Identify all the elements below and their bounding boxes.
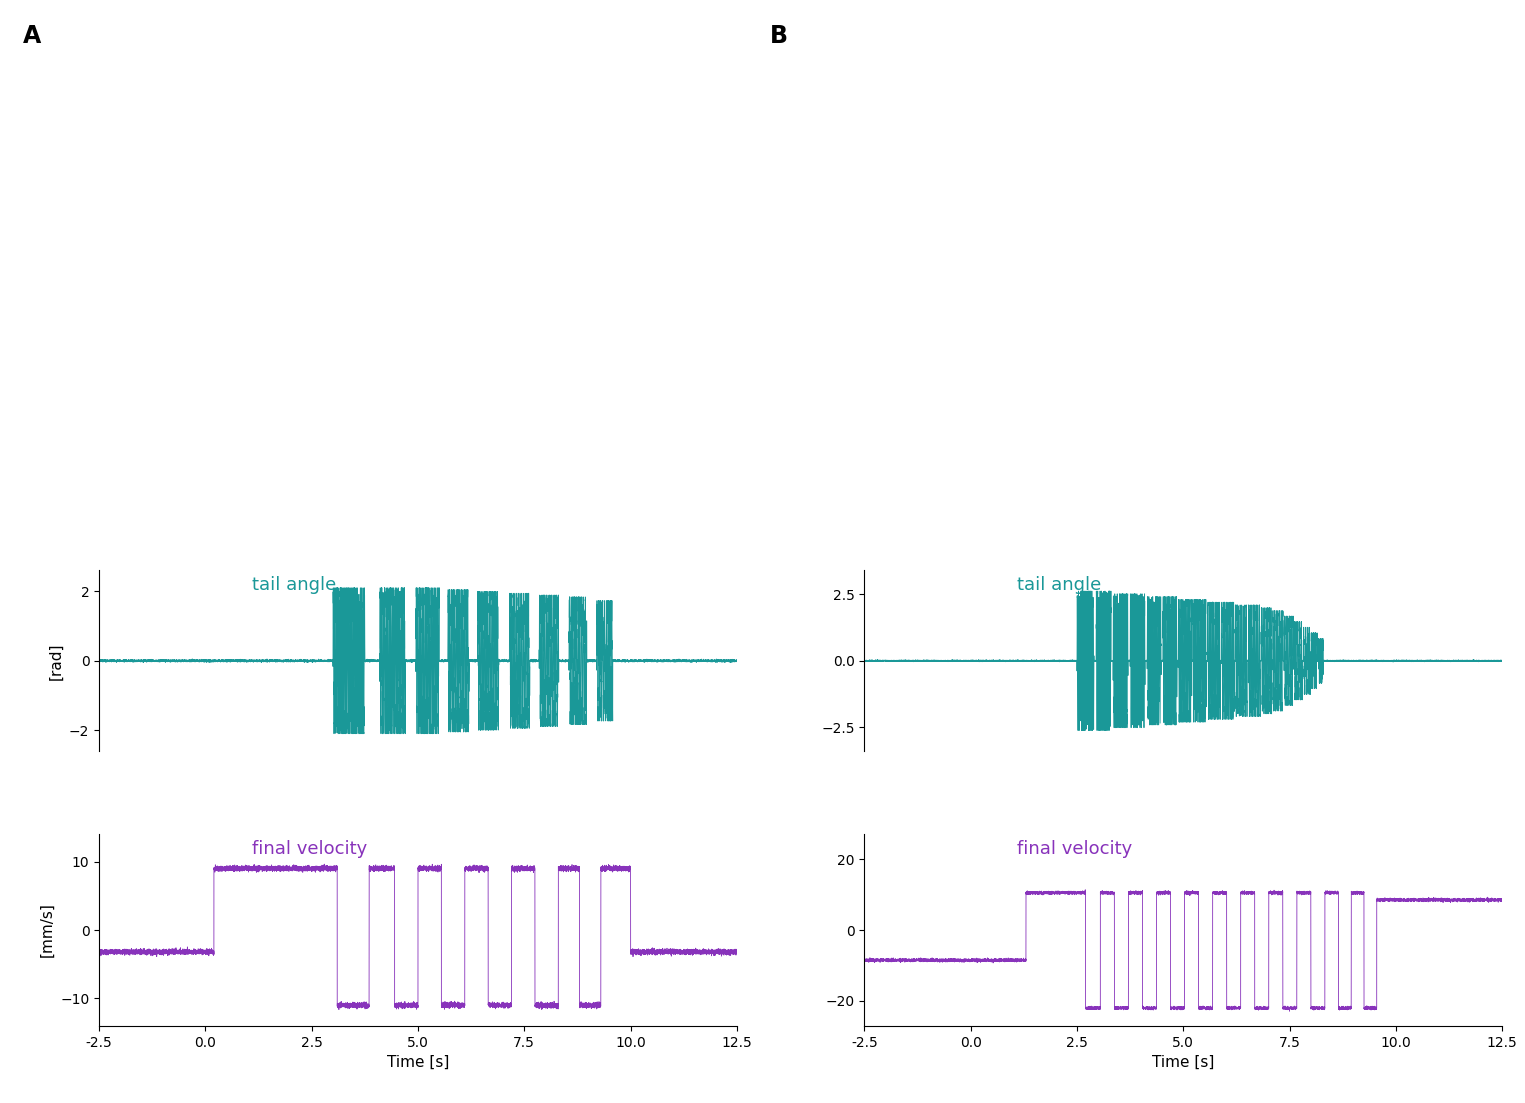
Text: B: B <box>770 24 788 49</box>
X-axis label: Time [s]: Time [s] <box>387 1056 450 1070</box>
Text: tail angle: tail angle <box>1017 576 1101 593</box>
Text: final velocity: final velocity <box>252 840 368 858</box>
Text: tail angle: tail angle <box>252 576 337 593</box>
Y-axis label: [mm/s]: [mm/s] <box>40 902 55 957</box>
Y-axis label: [rad]: [rad] <box>49 642 64 679</box>
Text: A: A <box>23 24 41 49</box>
Text: final velocity: final velocity <box>1017 840 1133 858</box>
X-axis label: Time [s]: Time [s] <box>1151 1056 1214 1070</box>
